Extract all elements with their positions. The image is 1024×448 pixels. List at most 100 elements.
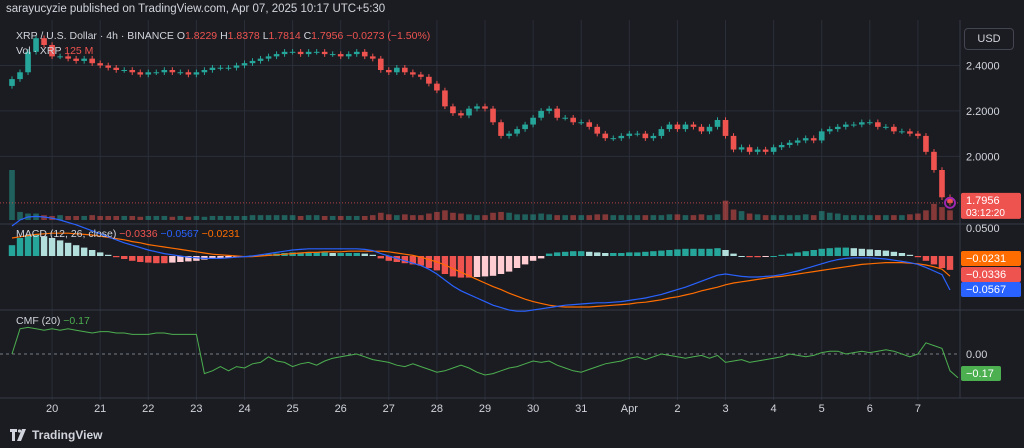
candle-body bbox=[281, 51, 288, 55]
macd-label[interactable]: MACD (12, 26, close) bbox=[16, 228, 117, 240]
candle-body bbox=[41, 38, 47, 45]
macd-line bbox=[11, 215, 951, 312]
candle-body bbox=[377, 58, 384, 70]
macd-hist-bar bbox=[185, 256, 192, 262]
volume-bar bbox=[193, 215, 200, 220]
macd-hist-bar bbox=[826, 248, 833, 256]
volume-bar bbox=[883, 215, 889, 220]
volume-bar bbox=[410, 215, 416, 220]
macd-hist-bar bbox=[521, 256, 529, 265]
time-tick-label: 27 bbox=[383, 403, 395, 415]
currency-button[interactable]: USD bbox=[964, 28, 1014, 50]
macd-hist-bar bbox=[706, 248, 713, 256]
volume-bar bbox=[273, 215, 280, 220]
macd-hist-bar bbox=[746, 256, 753, 258]
cmf-line bbox=[11, 326, 959, 379]
volume-bar bbox=[810, 215, 817, 220]
volume-bar bbox=[385, 214, 392, 220]
grid-lines bbox=[0, 20, 1024, 400]
volume-bar bbox=[706, 215, 713, 220]
volume-bar bbox=[842, 215, 849, 220]
ohlc-l: L1.7814 bbox=[259, 30, 301, 42]
candle-body bbox=[842, 124, 849, 127]
candle-body bbox=[915, 133, 921, 136]
volume-bar bbox=[377, 212, 384, 220]
time-tick-label: 24 bbox=[238, 403, 250, 415]
candle-body bbox=[145, 72, 152, 75]
candle-body bbox=[714, 120, 721, 127]
candle-body bbox=[850, 124, 857, 126]
macd-hist-bar bbox=[113, 256, 120, 258]
volume-bar bbox=[233, 215, 240, 220]
macd-signal-tag bbox=[961, 267, 1021, 282]
macd-hist-bar bbox=[72, 245, 80, 256]
macd-hist-bar bbox=[377, 256, 384, 259]
macd-hist-bar bbox=[48, 238, 56, 256]
volume-bars bbox=[9, 170, 953, 220]
volume-bar bbox=[907, 214, 913, 220]
volume-bar bbox=[402, 214, 408, 220]
candle-body bbox=[394, 67, 400, 73]
macd-hist-bar bbox=[129, 256, 136, 261]
cmf-label[interactable]: CMF (20) bbox=[16, 315, 61, 327]
candle-body bbox=[690, 124, 697, 127]
candle-body bbox=[923, 135, 929, 152]
candle-body bbox=[169, 70, 176, 73]
volume-label[interactable]: Vol · XRP bbox=[16, 45, 62, 57]
macd-hist-bar bbox=[481, 256, 489, 277]
cmf-value-tag bbox=[961, 366, 1001, 381]
macd-hist-bar bbox=[882, 250, 890, 256]
candle-body bbox=[418, 74, 424, 77]
price-tick-label: 2.0000 bbox=[966, 151, 1000, 163]
macd-hist-bar bbox=[938, 256, 946, 268]
time-tick-label: 29 bbox=[479, 403, 491, 415]
candle-body bbox=[49, 45, 55, 57]
volume-bar bbox=[626, 215, 633, 220]
candle-body bbox=[794, 140, 801, 143]
time-tick-label: 6 bbox=[867, 403, 873, 415]
volume-bar bbox=[514, 214, 520, 220]
candle-body bbox=[329, 54, 336, 56]
volume-bar bbox=[738, 211, 745, 220]
candle-body bbox=[217, 67, 224, 69]
volume-bar bbox=[169, 216, 176, 220]
macd-hist-bar bbox=[217, 256, 224, 259]
candle-body bbox=[546, 108, 552, 111]
macd-hist-bar bbox=[762, 256, 769, 257]
candle-body bbox=[185, 72, 192, 75]
candle-body bbox=[706, 126, 713, 132]
candle-body bbox=[402, 67, 408, 73]
volume-bar bbox=[923, 210, 929, 220]
time-tick-label: Apr bbox=[621, 403, 638, 415]
candle-body bbox=[634, 133, 641, 135]
volume-bar bbox=[891, 215, 897, 220]
macd-hist-bar bbox=[529, 256, 537, 261]
symbol-name[interactable]: XRP / U.S. Dollar · 4h · BINANCE bbox=[16, 30, 174, 42]
macd-hist-bar bbox=[321, 252, 328, 256]
volume-bar bbox=[145, 215, 152, 220]
volume-bar bbox=[482, 215, 488, 220]
candle-body bbox=[867, 122, 873, 124]
tradingview-footer[interactable]: TradingView bbox=[10, 428, 102, 442]
volume-bar bbox=[682, 215, 689, 220]
volume-bar bbox=[834, 213, 841, 220]
candle-body bbox=[450, 106, 456, 114]
macd-hist-bar bbox=[209, 256, 216, 259]
candle-body bbox=[265, 56, 272, 59]
tradingview-logo-icon bbox=[10, 429, 26, 441]
candle-body bbox=[786, 142, 793, 145]
macd-hist-bar bbox=[722, 250, 729, 256]
candle-body bbox=[177, 72, 184, 74]
macd-hist-bar bbox=[177, 256, 184, 262]
macd-hist-bar bbox=[409, 256, 417, 265]
macd-hist-bar bbox=[818, 248, 825, 256]
macd-signal-line bbox=[11, 232, 951, 308]
macd-hist-bar bbox=[32, 234, 40, 256]
macd-hist-bar bbox=[425, 256, 433, 268]
macd-hist-bar bbox=[866, 249, 874, 256]
cmf-value: −0.17 bbox=[63, 315, 90, 327]
volume-bar bbox=[554, 215, 560, 220]
macd-hist-bar bbox=[898, 253, 906, 256]
time-tick-label: 4 bbox=[771, 403, 777, 415]
